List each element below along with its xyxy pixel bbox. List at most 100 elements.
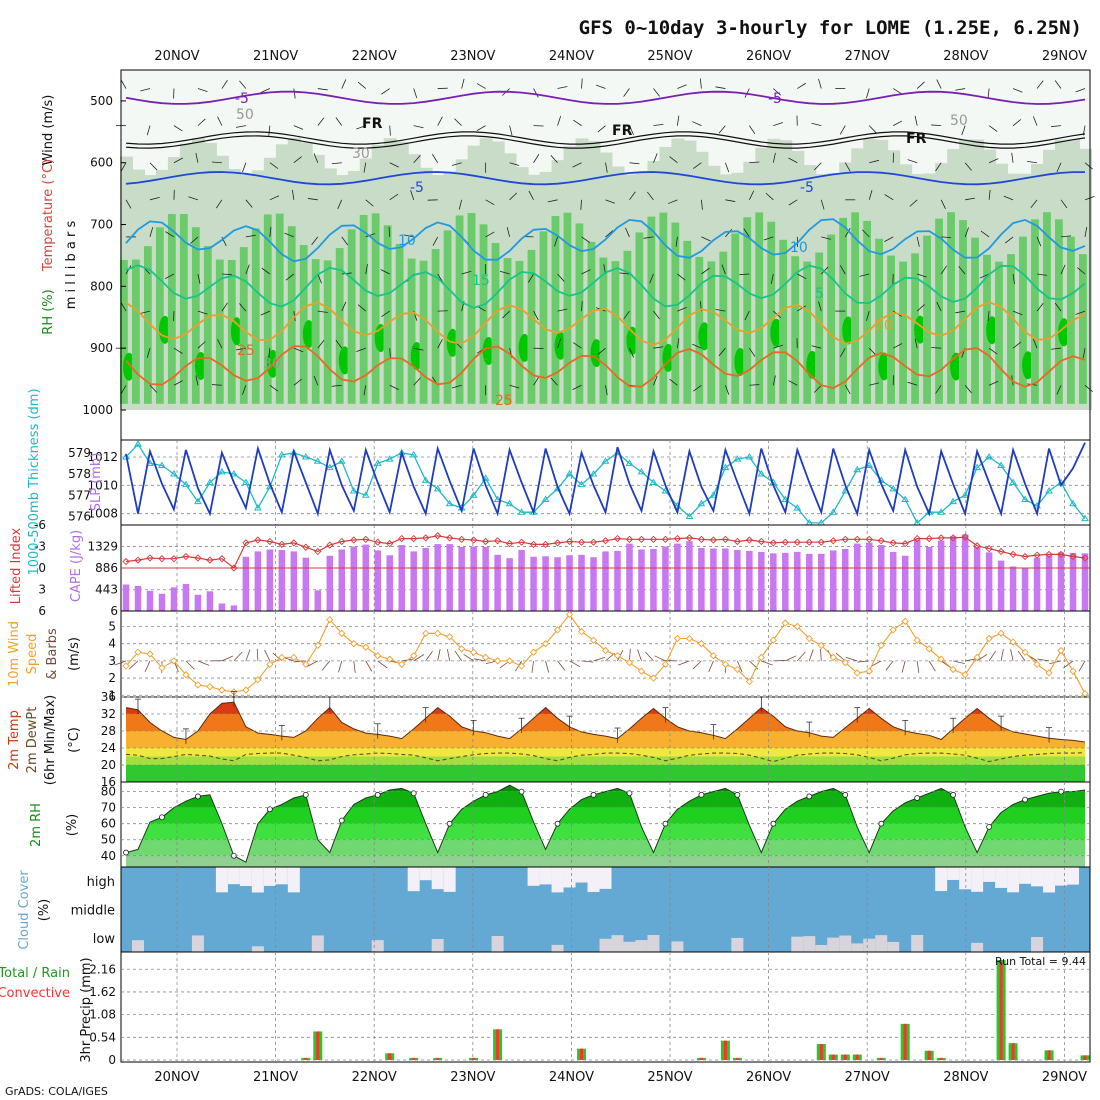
- rh-shade-green: [347, 229, 356, 404]
- wind-barb: [363, 385, 367, 396]
- wind-speed-point: [338, 629, 346, 637]
- wind-barb: [744, 310, 750, 321]
- thickness-point: [1045, 487, 1053, 494]
- wind-barb: [451, 384, 462, 389]
- wind-barb: [197, 341, 206, 349]
- rh-shade-green: [479, 224, 488, 404]
- bottom-date-label: 26NOV: [746, 1070, 791, 1085]
- millibars-axis-label: m i l l i b a r s: [64, 221, 79, 310]
- rh-point: [950, 791, 957, 798]
- wind-barb: [337, 199, 343, 210]
- wind-speed-point: [398, 660, 406, 668]
- wind-barb: [509, 192, 518, 201]
- precip-axis-label: 3hr Precip (mm): [79, 957, 94, 1062]
- wind-barb: [120, 385, 127, 395]
- wind-barb: [557, 116, 562, 126]
- wind-speed-point: [386, 655, 394, 663]
- lifted-index-point: [446, 534, 454, 542]
- cloud-high-bar: [215, 867, 228, 893]
- wind-barb: [581, 236, 591, 243]
- lifted-index-point: [458, 535, 466, 543]
- contour-label: -5: [800, 180, 814, 196]
- wind-barb: [437, 116, 443, 126]
- thickness-point: [481, 474, 490, 481]
- wind-barb: [708, 660, 714, 673]
- rh-shade-green: [563, 212, 572, 404]
- wind-barb: [531, 660, 534, 673]
- wind-barb: [284, 232, 294, 238]
- thickness-point: [505, 499, 514, 507]
- wind-barb: [217, 339, 223, 349]
- wind-barb: [866, 310, 870, 321]
- cape-bar: [1069, 552, 1077, 611]
- rh-shade-green: [371, 213, 380, 404]
- cloud-low-bar: [623, 941, 636, 952]
- thickness-point: [565, 470, 574, 477]
- wind-speed-point: [493, 657, 502, 665]
- wind-barb: [935, 385, 942, 394]
- rh-shade-green: [515, 260, 524, 404]
- wind-barb: [173, 380, 183, 386]
- rh-point: [698, 791, 705, 798]
- cape-bar: [1081, 553, 1089, 611]
- lifted-index-point: [625, 535, 634, 543]
- wind-barb: [1056, 162, 1062, 173]
- wind-barb: [724, 162, 730, 173]
- precip-conv-bar: [472, 1057, 476, 1060]
- rh-point: [159, 814, 165, 821]
- rh-shade-green: [419, 260, 428, 404]
- cape-bar: [614, 550, 621, 611]
- wind-barb: [1060, 264, 1066, 275]
- precip-conv-bar: [879, 1057, 883, 1060]
- wind-barb: [365, 233, 376, 238]
- lifted-index-point: [805, 538, 813, 546]
- lifted-index-point: [985, 545, 993, 553]
- wind-barb: [149, 197, 160, 201]
- wind-barb: [321, 660, 331, 671]
- lifted-index-point: [122, 557, 130, 566]
- wind-barb: [317, 273, 322, 284]
- isotherm-line: [125, 90, 1086, 105]
- wind-barb: [188, 196, 199, 201]
- wind-barb: [317, 340, 325, 349]
- rh-shade-green: [827, 234, 836, 404]
- wind-speed-point: [721, 660, 730, 668]
- wind-barb: [797, 651, 806, 662]
- lifted-index-point: [481, 537, 490, 546]
- thickness-point: [158, 461, 166, 468]
- cloud-low-bar: [611, 935, 624, 952]
- wind-barb: [653, 123, 664, 127]
- wind-barb: [931, 347, 942, 349]
- lifted-index-tick-label: -3: [34, 540, 46, 554]
- wind-speed-point: [122, 662, 130, 670]
- contour-label: FR: [612, 123, 633, 139]
- wind-barb: [256, 648, 259, 661]
- rh-point: [1022, 796, 1028, 803]
- rh-shade-green: [491, 242, 500, 404]
- wind-barb: [623, 88, 630, 97]
- thickness-tick-label: 578: [68, 467, 91, 481]
- rh-shade-green: [1019, 236, 1027, 404]
- wind-barb: [293, 88, 296, 99]
- lifted-index-point: [601, 537, 610, 545]
- rh-shade-green: [647, 216, 656, 404]
- cape-tick-label: 1329: [87, 540, 118, 554]
- wind-speed-point: [541, 640, 550, 648]
- cloud-low-bar: [491, 935, 504, 952]
- lifted-index-point: [901, 539, 909, 548]
- rh-shade-green: [659, 212, 668, 404]
- legend-convective: Convective: [0, 986, 70, 1001]
- wind-speed-point: [949, 665, 957, 674]
- cape-bar: [218, 603, 226, 611]
- wind-barb: [557, 338, 562, 349]
- rh-point: [302, 791, 309, 798]
- wind-barb: [211, 161, 222, 164]
- rh-shade-green: [887, 255, 895, 404]
- cloud-high-bar: [983, 867, 996, 882]
- wind-barb: [1075, 310, 1086, 315]
- wind-barb: [389, 162, 399, 168]
- cape-bar: [194, 594, 202, 611]
- wind-barb: [432, 154, 439, 163]
- rh-tick-label: 40: [101, 849, 116, 863]
- temp-axis-label-2: 2m DewPt: [25, 707, 40, 774]
